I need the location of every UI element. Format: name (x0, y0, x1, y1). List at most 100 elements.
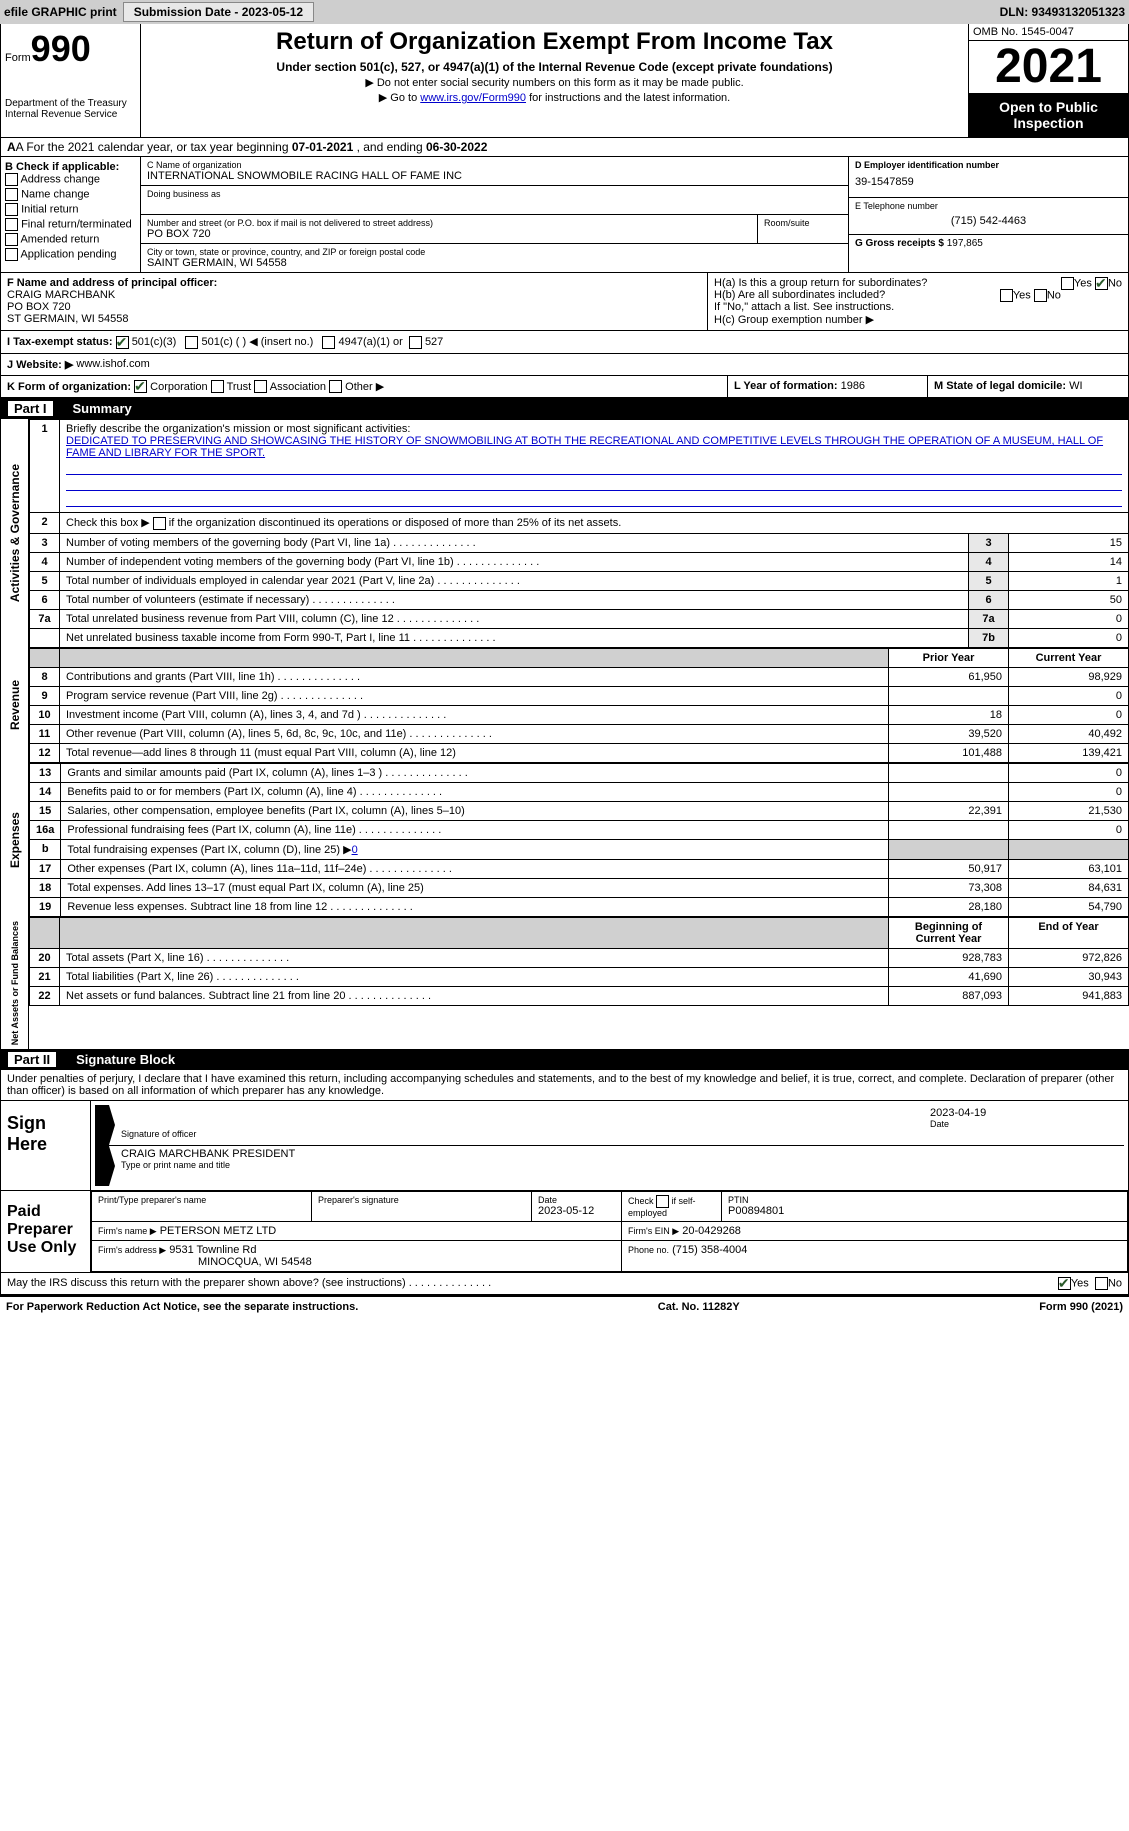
hc-exemption: H(c) Group exemption number ▶ (714, 313, 1122, 326)
section-netassets: Net Assets or Fund Balances Beginning of… (0, 917, 1129, 1049)
c-name-lbl: C Name of organization (147, 160, 842, 170)
firm-ein: 20-0429268 (682, 1225, 741, 1237)
gross-val: 197,865 (947, 238, 983, 249)
footer-left: For Paperwork Reduction Act Notice, see … (6, 1301, 358, 1313)
printed-name-lbl: Type or print name and title (121, 1160, 1118, 1170)
hb-yes[interactable] (1000, 289, 1013, 302)
dln-label: DLN: 93493132051323 (1000, 5, 1125, 19)
e18: Total expenses. Add lines 13–17 (must eq… (61, 878, 889, 897)
paid-preparer-block: Paid Preparer Use Only Print/Type prepar… (0, 1191, 1129, 1273)
section-revenue: Revenue Prior YearCurrent Year 8Contribu… (0, 648, 1129, 763)
e13: Grants and similar amounts paid (Part IX… (61, 763, 889, 782)
r8: Contributions and grants (Part VIII, lin… (60, 667, 889, 686)
cb-501c3[interactable] (116, 336, 129, 349)
irs-link[interactable]: www.irs.gov/Form990 (420, 92, 526, 104)
form-subtitle: Under section 501(c), 527, or 4947(a)(1)… (145, 60, 964, 74)
hb-subordinates: H(b) Are all subordinates included? Yes … (714, 289, 1122, 301)
sig-arrow-icon2 (95, 1146, 115, 1186)
prep-name-hdr: Print/Type preparer's name (98, 1195, 305, 1205)
cb-4947[interactable] (322, 336, 335, 349)
ha-no[interactable] (1095, 277, 1108, 290)
firm-ein-lbl: Firm's EIN ▶ (628, 1226, 679, 1236)
cb-amended-return[interactable]: Amended return (5, 233, 136, 246)
section-expenses: Expenses 13Grants and similar amounts pa… (0, 763, 1129, 917)
q2: Check this box ▶ if the organization dis… (60, 513, 1129, 534)
vlabel-expenses: Expenses (6, 808, 24, 872)
section-activities: Activities & Governance 1 Briefly descri… (0, 419, 1129, 648)
irs-label: Internal Revenue Service (5, 109, 136, 120)
footer-right: Form 990 (2021) (1039, 1301, 1123, 1313)
omb-number: OMB No. 1545-0047 (969, 24, 1128, 41)
cb-527[interactable] (409, 336, 422, 349)
l-year: L Year of formation: 1986 (728, 376, 928, 398)
cb-501c[interactable] (185, 336, 198, 349)
na21: Total liabilities (Part X, line 26) (60, 967, 889, 986)
footer-mid: Cat. No. 11282Y (658, 1301, 740, 1313)
end-year-hdr: End of Year (1009, 917, 1129, 948)
prep-selfemp: Check if self-employed (622, 1191, 722, 1221)
cb-address-change[interactable]: Address change (5, 173, 136, 186)
na22: Net assets or fund balances. Subtract li… (60, 986, 889, 1005)
cb-corp[interactable] (134, 380, 147, 393)
cb-assoc[interactable] (254, 380, 267, 393)
prep-date-lbl: Date (538, 1195, 615, 1205)
page-footer: For Paperwork Reduction Act Notice, see … (0, 1295, 1129, 1317)
q4: Number of independent voting members of … (60, 552, 969, 571)
q7b: Net unrelated business taxable income fr… (60, 628, 969, 647)
v4: 14 (1009, 552, 1129, 571)
q7a: Total unrelated business revenue from Pa… (60, 609, 969, 628)
prep-sig-hdr: Preparer's signature (318, 1195, 525, 1205)
e19: Revenue less expenses. Subtract line 18 … (61, 897, 889, 916)
street-val: PO BOX 720 (147, 228, 751, 240)
officer-city: ST GERMAIN, WI 54558 (7, 313, 128, 325)
e16b: Total fundraising expenses (Part IX, col… (61, 839, 889, 859)
r11: Other revenue (Part VIII, column (A), li… (60, 724, 889, 743)
firm-addr2: MINOCQUA, WI 54548 (198, 1256, 312, 1268)
j-website-lbl: J Website: ▶ (7, 358, 73, 371)
block-b: B Check if applicable: Address change Na… (0, 157, 1129, 273)
cb-initial-return[interactable]: Initial return (5, 203, 136, 216)
sig-date: 2023-04-19 (930, 1107, 1118, 1119)
ha-yes[interactable] (1061, 277, 1074, 290)
e16a: Professional fundraising fees (Part IX, … (61, 820, 889, 839)
street-lbl: Number and street (or P.O. box if mail i… (147, 218, 751, 228)
part2-bar: Part IISignature Block (0, 1049, 1129, 1070)
officer-printed-name: CRAIG MARCHBANK PRESIDENT (121, 1148, 1118, 1160)
part1-bar: Part ISummary (0, 398, 1129, 419)
v7b: 0 (1009, 628, 1129, 647)
e-phone-lbl: E Telephone number (855, 201, 1122, 211)
b-label: B Check if applicable: (5, 161, 119, 173)
may-no[interactable] (1095, 1277, 1108, 1290)
cb-discontinued[interactable] (153, 517, 166, 530)
v3: 15 (1009, 533, 1129, 552)
r10: Investment income (Part VIII, column (A)… (60, 705, 889, 724)
form-header: Form990 Department of the Treasury Inter… (0, 24, 1129, 138)
cb-application-pending[interactable]: Application pending (5, 248, 136, 261)
hb-no[interactable] (1034, 289, 1047, 302)
sig-arrow-icon (95, 1105, 115, 1145)
officer-name: CRAIG MARCHBANK (7, 289, 115, 301)
firm-name: PETERSON METZ LTD (160, 1225, 277, 1237)
cb-name-change[interactable]: Name change (5, 188, 136, 201)
topbar: efile GRAPHIC print Submission Date - 20… (0, 0, 1129, 24)
f-lbl: F Name and address of principal officer: (7, 277, 217, 289)
vlabel-revenue: Revenue (6, 676, 24, 734)
cb-self-employed[interactable] (656, 1195, 669, 1208)
ptin-val: P00894801 (728, 1205, 1121, 1217)
e17: Other expenses (Part IX, column (A), lin… (61, 859, 889, 878)
v5: 1 (1009, 571, 1129, 590)
q6: Total number of volunteers (estimate if … (60, 590, 969, 609)
r12: Total revenue—add lines 8 through 11 (mu… (60, 743, 889, 762)
tax-year: 2021 (969, 41, 1128, 93)
ptin-lbl: PTIN (728, 1195, 1121, 1205)
q5: Total number of individuals employed in … (60, 571, 969, 590)
cb-trust[interactable] (211, 380, 224, 393)
open-to-public: Open to Public Inspection (969, 93, 1128, 137)
vlabel-activities: Activities & Governance (6, 460, 24, 606)
may-yes[interactable] (1058, 1277, 1071, 1290)
cb-final-return[interactable]: Final return/terminated (5, 218, 136, 231)
sig-date-lbl: Date (930, 1119, 1118, 1129)
submission-date-btn[interactable]: Submission Date - 2023-05-12 (123, 2, 314, 22)
cb-other[interactable] (329, 380, 342, 393)
q1: Briefly describe the organization's miss… (66, 423, 410, 435)
